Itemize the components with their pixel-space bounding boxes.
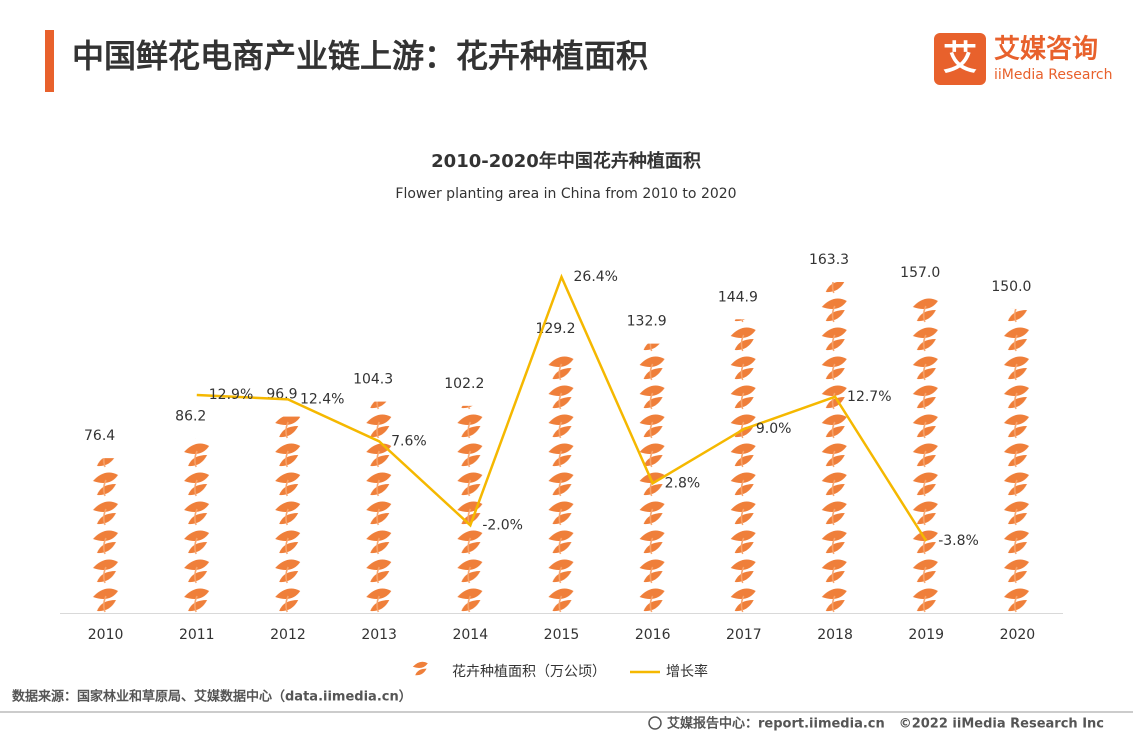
bar-value-label: 157.0 xyxy=(900,265,940,281)
source: 数据来源：国家林业和草原局、艾媒数据中心（data.iimedia.cn） xyxy=(12,689,412,705)
x-tick-label: 2019 xyxy=(908,627,944,643)
bar-value-label: 132.9 xyxy=(627,314,667,330)
line-value-label: 12.7% xyxy=(847,389,891,405)
pictogram-bar xyxy=(271,416,304,613)
line-value-label: 9.0% xyxy=(756,421,792,437)
pictogram-bar xyxy=(910,294,943,613)
line-value-label: 2.8% xyxy=(665,475,701,491)
x-tick-label: 2010 xyxy=(88,627,124,643)
legend-label: 增长率 xyxy=(666,663,708,680)
globe-icon xyxy=(648,716,662,730)
line-value-label: 7.6% xyxy=(391,433,427,449)
logo-en: iiMedia Research xyxy=(994,67,1113,83)
line-value-label: -3.8% xyxy=(938,533,979,549)
x-tick-label: 2013 xyxy=(361,627,397,643)
growth-line xyxy=(196,273,928,542)
x-tick-label: 2015 xyxy=(544,627,580,643)
line-value-label: -2.0% xyxy=(482,517,523,533)
bar-value-label: 163.3 xyxy=(809,252,849,268)
pictogram-bar xyxy=(545,351,578,613)
logo-cn: 艾媒咨询 xyxy=(994,34,1098,65)
pictogram-bar xyxy=(1001,308,1034,613)
logo-mark xyxy=(934,33,986,85)
bar-value-label: 104.3 xyxy=(353,372,393,388)
footer-copyright: ©2022 iiMedia Research Inc xyxy=(899,717,1104,732)
logo-glyph: 艾 xyxy=(943,39,977,79)
title-accent xyxy=(45,30,54,92)
chart-title: 2010-2020年中国花卉种植面积 xyxy=(431,150,701,172)
x-tick-label: 2016 xyxy=(635,627,671,643)
x-tick-label: 2011 xyxy=(179,627,215,643)
x-tick-label: 2014 xyxy=(452,627,488,643)
line-value-label: 26.4% xyxy=(574,269,618,285)
legend: 花卉种植面积（万公顷） 增长率 xyxy=(412,661,708,680)
bar-value-label: 102.2 xyxy=(444,376,484,392)
pictogram-bar xyxy=(819,282,852,613)
pictogram-bar xyxy=(89,458,122,613)
bar-value-label: 86.2 xyxy=(175,408,206,424)
legend-icon xyxy=(412,661,428,676)
line-value-label: 12.4% xyxy=(300,391,344,407)
pictogram-bar xyxy=(180,438,213,613)
footer-site: 艾媒报告中心：report.iimedia.cn xyxy=(667,716,885,732)
bar-value-label: 144.9 xyxy=(718,289,758,305)
legend-label: 花卉种植面积（万公顷） xyxy=(452,664,606,680)
pictogram-bar xyxy=(727,319,760,613)
line-value-label: 12.9% xyxy=(209,387,253,403)
x-tick-label: 2020 xyxy=(1000,627,1036,643)
bar-value-label: 150.0 xyxy=(991,279,1031,295)
x-tick-label: 2012 xyxy=(270,627,306,643)
chart-subtitle: Flower planting area in China from 2010 … xyxy=(395,186,736,202)
x-tick-label: 2017 xyxy=(726,627,762,643)
bar-value-label: 76.4 xyxy=(84,428,115,444)
bar-value-label: 129.2 xyxy=(535,321,575,337)
x-tick-label: 2018 xyxy=(817,627,853,643)
page-title: 中国鲜花电商产业链上游：花卉种植面积 xyxy=(72,37,648,75)
pictogram-bar xyxy=(454,405,487,613)
